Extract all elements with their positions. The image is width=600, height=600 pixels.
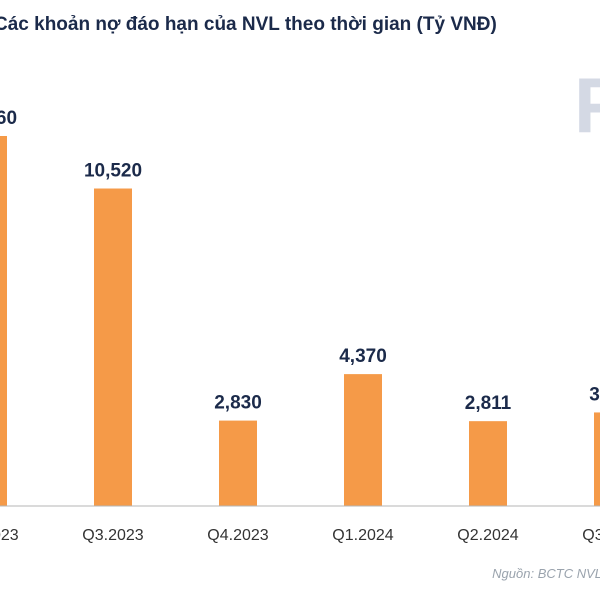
bars-layer [0,136,600,506]
watermark-logo: F [574,61,600,149]
bar [469,421,507,506]
bar [94,188,132,506]
bar-value-label: 4,370 [339,346,387,367]
x-tick-label: Q4.2023 [207,527,268,544]
chart-title: Các khoản nợ đáo hạn của NVL theo thời g… [0,14,600,44]
bar [594,412,600,506]
bar-value-label: 12,260 [0,108,17,129]
bar-value-label: 3,100 [589,384,600,405]
x-tick-label: Q1.2024 [332,527,393,544]
x-tick-label: Q3.2024 [582,527,600,544]
source-note: Nguồn: BCTC NVL [492,566,600,581]
chart-title-text: Các khoản nợ đáo hạn của NVL theo thời g… [0,14,497,35]
bar-value-label: 2,811 [465,393,512,414]
bar-value-label: 2,830 [214,393,262,414]
x-tick-label: Q3.2023 [82,527,143,544]
bar [219,420,257,506]
bar-value-label: 10,520 [84,161,142,182]
bar [344,374,382,506]
labels-layer: 12,260 Q2.2023 10,520 Q3.2023 2,830 Q4.2023 4,… [0,108,600,544]
bar [0,136,7,506]
x-tick-label: Q2.2024 [457,527,518,544]
x-tick-label: Q2.2023 [0,527,19,544]
